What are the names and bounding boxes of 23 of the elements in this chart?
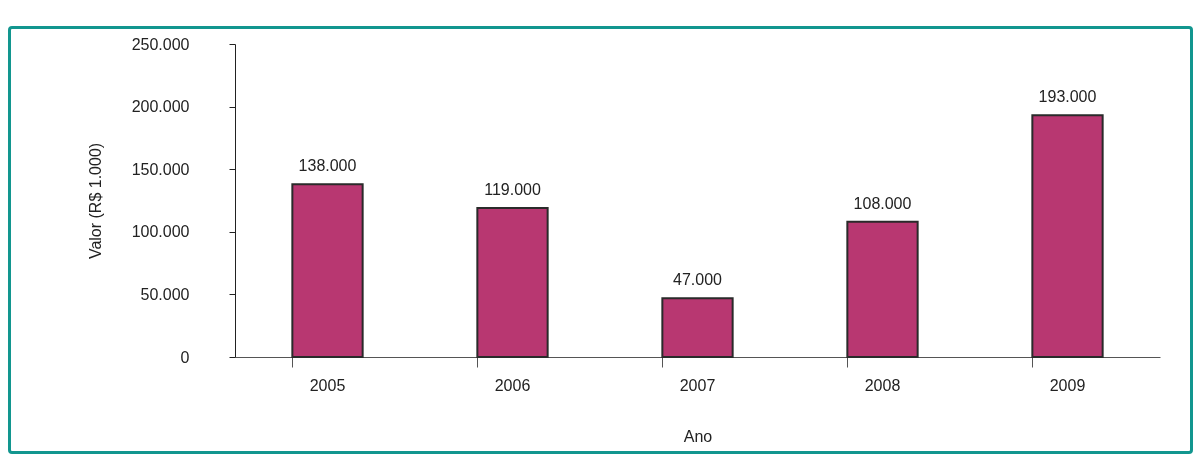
- x-tick-label: 2009: [1049, 376, 1086, 394]
- x-axis-title: Ano: [683, 427, 713, 445]
- y-tick-label: 0: [180, 348, 190, 366]
- bar: [846, 220, 919, 358]
- y-tick-label: 150.000: [131, 160, 190, 178]
- x-tick-label: 2006: [494, 376, 531, 394]
- data-label: 193.000: [1038, 88, 1097, 106]
- bar: [661, 297, 734, 358]
- y-tick-label: 50.000: [140, 285, 190, 303]
- data-label: 119.000: [484, 181, 541, 199]
- data-label: 108.000: [853, 194, 912, 212]
- bar: [476, 207, 549, 358]
- y-axis-title: Valor (R$ 1.000): [86, 142, 104, 260]
- bar: [291, 183, 364, 358]
- data-label: 138.000: [298, 157, 357, 175]
- y-tick-label: 200.000: [131, 98, 190, 116]
- x-tick-label: 2005: [309, 376, 346, 394]
- data-label: 47.000: [673, 271, 723, 289]
- bar: [1031, 114, 1104, 358]
- y-tick-label: 100.000: [131, 223, 190, 241]
- x-tick-label: 2008: [864, 376, 901, 394]
- y-tick-label: 250.000: [131, 35, 190, 53]
- x-tick-label: 2007: [679, 376, 716, 394]
